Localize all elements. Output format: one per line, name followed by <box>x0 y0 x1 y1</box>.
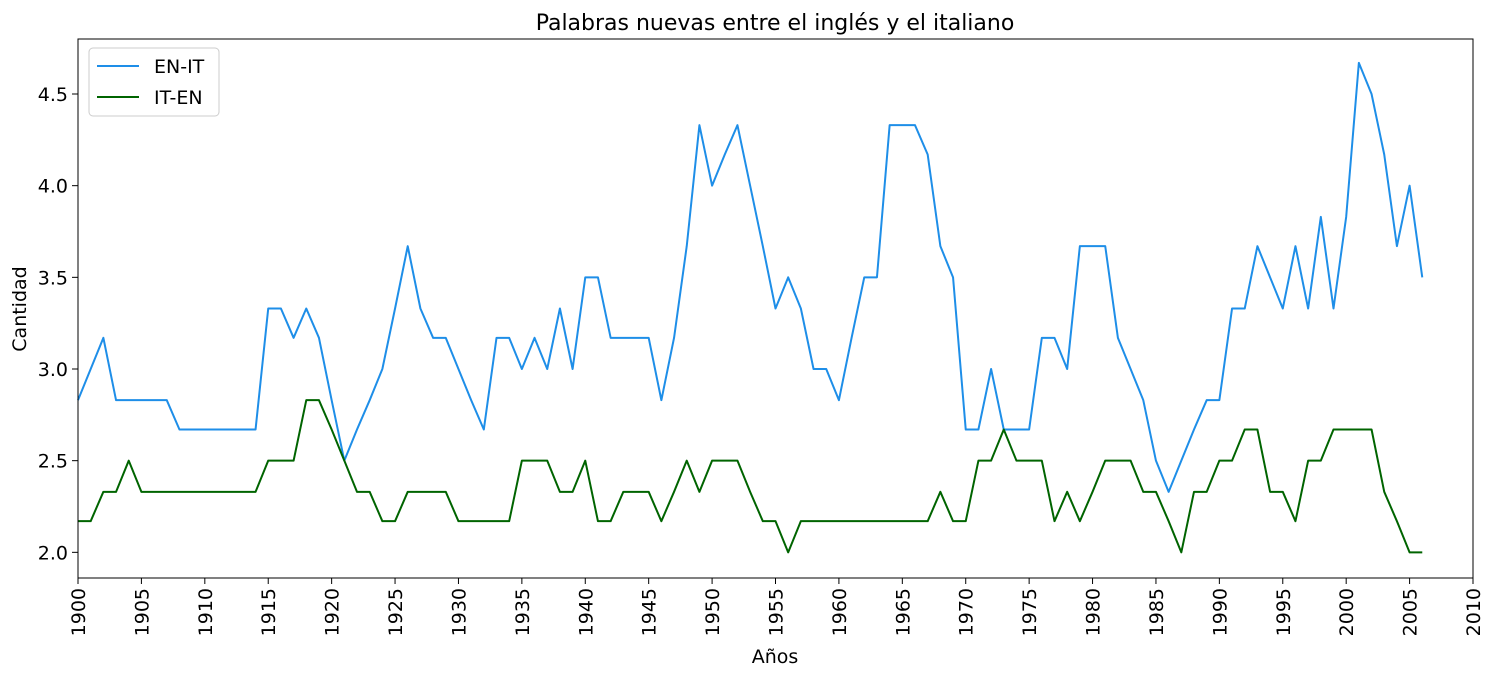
chart-title: Palabras nuevas entre el inglés y el ita… <box>536 11 1015 36</box>
y-tick-label: 4.5 <box>38 84 68 106</box>
x-tick-label: 1955 <box>766 588 788 636</box>
series-line-it-en <box>78 399 1423 554</box>
x-tick-label: 1900 <box>68 588 90 636</box>
y-tick-label: 3.0 <box>38 359 68 381</box>
x-tick-label: 1970 <box>956 588 978 636</box>
x-tick-label: 1940 <box>575 588 597 636</box>
y-axis: 2.0 2.5 3.0 3.5 4.0 4.5 <box>38 84 78 564</box>
x-tick-label: 1930 <box>448 588 470 636</box>
legend-label-en-it: EN-IT <box>154 56 205 78</box>
x-tick-label: 2000 <box>1336 588 1358 636</box>
x-axis: 1900 1905 1910 1915 1920 1925 1930 1935 1940 1945… <box>68 578 1485 636</box>
y-tick-label: 3.5 <box>38 267 68 289</box>
series-layer <box>77 61 1424 554</box>
x-tick-label: 2010 <box>1463 588 1485 636</box>
x-tick-label: 1995 <box>1273 588 1295 636</box>
y-axis-label: Cantidad <box>9 266 31 351</box>
x-tick-label: 1935 <box>512 588 534 636</box>
x-tick-label: 1965 <box>892 588 914 636</box>
legend: EN-IT IT-EN <box>88 47 220 117</box>
y-tick-label: 2.5 <box>38 451 68 473</box>
x-tick-label: 1905 <box>131 588 153 636</box>
x-tick-label: 1975 <box>1019 588 1041 636</box>
x-axis-label: Años <box>752 646 799 668</box>
x-tick-label: 1960 <box>829 588 851 636</box>
x-tick-label: 1950 <box>702 588 724 636</box>
x-tick-label: 1980 <box>1083 588 1105 636</box>
x-tick-label: 1985 <box>1146 588 1168 636</box>
x-tick-label: 2005 <box>1400 588 1422 636</box>
legend-label-it-en: IT-EN <box>154 87 203 109</box>
x-tick-label: 1925 <box>385 588 407 636</box>
x-tick-label: 1915 <box>258 588 280 636</box>
series-line-en-it <box>77 61 1424 493</box>
y-tick-label: 2.0 <box>38 542 68 564</box>
x-tick-label: 1920 <box>322 588 344 636</box>
x-tick-label: 1945 <box>639 588 661 636</box>
y-tick-label: 4.0 <box>38 176 68 198</box>
x-tick-label: 1910 <box>195 588 217 636</box>
x-tick-label: 1990 <box>1209 588 1231 636</box>
